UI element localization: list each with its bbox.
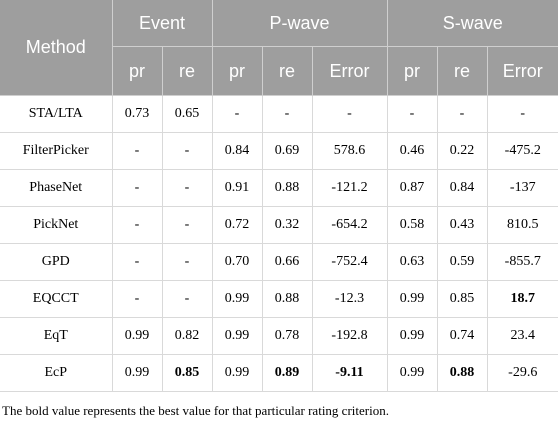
value-cell: 0.91 xyxy=(212,169,263,207)
subheader-cell: pr xyxy=(212,46,263,96)
subheader-cell: pr xyxy=(112,46,163,96)
value-cell: 0.99 xyxy=(212,354,263,392)
value-cell: - xyxy=(162,169,213,207)
results-table: Method Event P-wave S-wave pr re pr re E… xyxy=(0,0,558,392)
value-cell: -475.2 xyxy=(487,132,558,170)
header-method: Method xyxy=(0,0,113,96)
subheader-cell: re xyxy=(262,46,313,96)
value-cell: -121.2 xyxy=(312,169,388,207)
value-cell: - xyxy=(312,95,388,133)
best-value-cell: 0.85 xyxy=(162,354,213,392)
table-row: EcP 0.99 0.85 0.99 0.89 -9.11 0.99 0.88 … xyxy=(0,354,558,392)
value-cell: 0.72 xyxy=(212,206,263,244)
value-cell: -855.7 xyxy=(487,243,558,281)
subheader-cell: re xyxy=(437,46,488,96)
best-value-cell: 18.7 xyxy=(487,280,558,318)
method-cell: EQCCT xyxy=(0,280,113,318)
best-value-cell: 0.88 xyxy=(437,354,488,392)
value-cell: 0.87 xyxy=(387,169,438,207)
value-cell: 0.99 xyxy=(112,317,163,355)
value-cell: 0.22 xyxy=(437,132,488,170)
method-cell: STA/LTA xyxy=(0,95,113,133)
value-cell: 0.32 xyxy=(262,206,313,244)
value-cell: - xyxy=(212,95,263,133)
table-footnote: The bold value represents the best value… xyxy=(2,403,389,418)
value-cell: 0.43 xyxy=(437,206,488,244)
table-row: FilterPicker - - 0.84 0.69 578.6 0.46 0.… xyxy=(0,132,558,170)
value-cell: 0.99 xyxy=(387,317,438,355)
table-row: PhaseNet - - 0.91 0.88 -121.2 0.87 0.84 … xyxy=(0,169,558,207)
value-cell: 0.46 xyxy=(387,132,438,170)
value-cell: -137 xyxy=(487,169,558,207)
value-cell: 0.88 xyxy=(262,169,313,207)
value-cell: 0.85 xyxy=(437,280,488,318)
value-cell: 0.99 xyxy=(212,280,263,318)
value-cell: 23.4 xyxy=(487,317,558,355)
table-row: STA/LTA 0.73 0.65 - - - - - - xyxy=(0,95,558,133)
value-cell: 810.5 xyxy=(487,206,558,244)
value-cell: 0.99 xyxy=(387,354,438,392)
value-cell: -12.3 xyxy=(312,280,388,318)
value-cell: 0.73 xyxy=(112,95,163,133)
value-cell: 0.63 xyxy=(387,243,438,281)
subheader-cell: Error xyxy=(487,46,558,96)
method-cell: EcP xyxy=(0,354,113,392)
value-cell: - xyxy=(437,95,488,133)
header-event: Event xyxy=(112,0,213,47)
value-cell: - xyxy=(112,132,163,170)
value-cell: 0.99 xyxy=(212,317,263,355)
value-cell: 0.84 xyxy=(437,169,488,207)
header-p-wave: P-wave xyxy=(212,0,388,47)
value-cell: - xyxy=(162,132,213,170)
table-row: EQCCT - - 0.99 0.88 -12.3 0.99 0.85 18.7 xyxy=(0,280,558,318)
method-cell: FilterPicker xyxy=(0,132,113,170)
value-cell: 0.69 xyxy=(262,132,313,170)
table-row: EqT 0.99 0.82 0.99 0.78 -192.8 0.99 0.74… xyxy=(0,317,558,355)
subheader-cell: pr xyxy=(387,46,438,96)
value-cell: - xyxy=(262,95,313,133)
value-cell: 0.99 xyxy=(387,280,438,318)
value-cell: 0.65 xyxy=(162,95,213,133)
value-cell: - xyxy=(112,169,163,207)
value-cell: -29.6 xyxy=(487,354,558,392)
value-cell: - xyxy=(487,95,558,133)
value-cell: 0.59 xyxy=(437,243,488,281)
value-cell: 0.70 xyxy=(212,243,263,281)
value-cell: 0.99 xyxy=(112,354,163,392)
best-value-cell: 0.89 xyxy=(262,354,313,392)
value-cell: - xyxy=(387,95,438,133)
method-cell: PickNet xyxy=(0,206,113,244)
best-value-cell: -9.11 xyxy=(312,354,388,392)
value-cell: - xyxy=(162,206,213,244)
value-cell: 0.82 xyxy=(162,317,213,355)
table-row: PickNet - - 0.72 0.32 -654.2 0.58 0.43 8… xyxy=(0,206,558,244)
value-cell: 0.88 xyxy=(262,280,313,318)
table-row: GPD - - 0.70 0.66 -752.4 0.63 0.59 -855.… xyxy=(0,243,558,281)
subheader-cell: Error xyxy=(312,46,388,96)
value-cell: -192.8 xyxy=(312,317,388,355)
subheader-cell: re xyxy=(162,46,213,96)
value-cell: 0.84 xyxy=(212,132,263,170)
value-cell: -654.2 xyxy=(312,206,388,244)
method-cell: GPD xyxy=(0,243,113,281)
value-cell: 0.78 xyxy=(262,317,313,355)
header-s-wave: S-wave xyxy=(387,0,558,47)
value-cell: - xyxy=(112,243,163,281)
value-cell: 0.66 xyxy=(262,243,313,281)
value-cell: - xyxy=(162,243,213,281)
value-cell: - xyxy=(162,280,213,318)
value-cell: 578.6 xyxy=(312,132,388,170)
value-cell: - xyxy=(112,206,163,244)
value-cell: 0.74 xyxy=(437,317,488,355)
value-cell: - xyxy=(112,280,163,318)
method-cell: EqT xyxy=(0,317,113,355)
method-cell: PhaseNet xyxy=(0,169,113,207)
value-cell: -752.4 xyxy=(312,243,388,281)
value-cell: 0.58 xyxy=(387,206,438,244)
